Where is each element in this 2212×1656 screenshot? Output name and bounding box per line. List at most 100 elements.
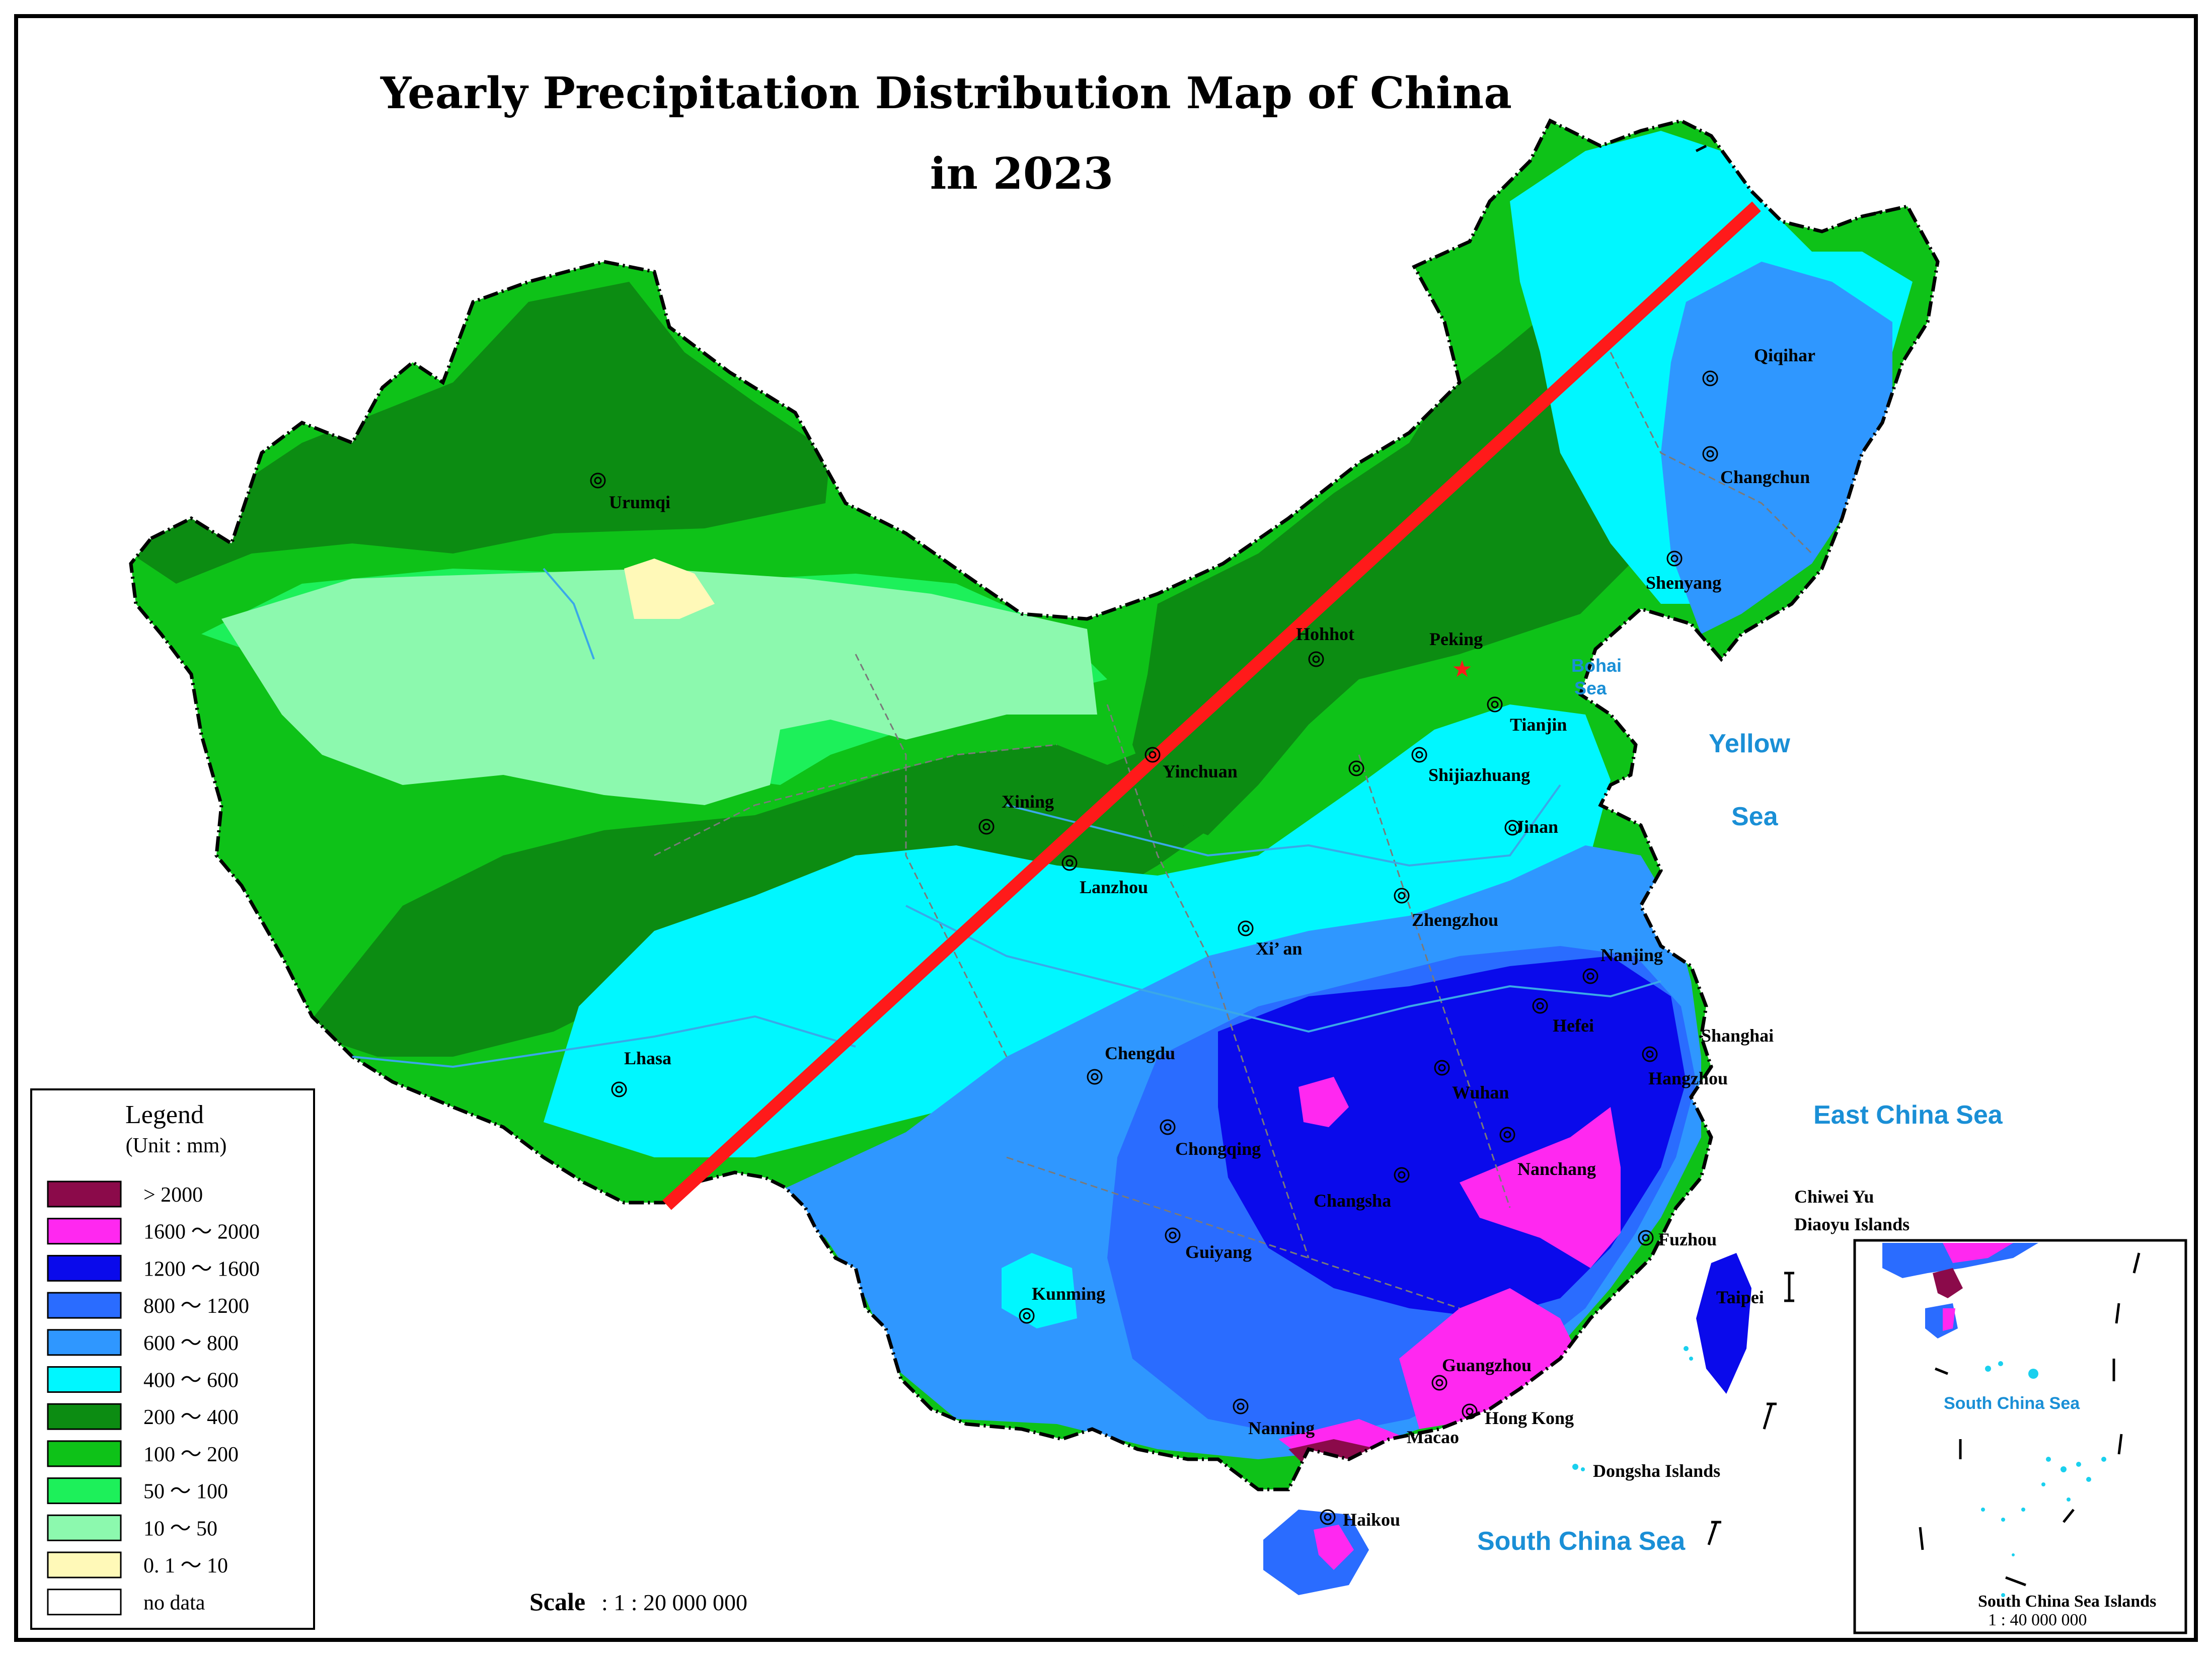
south-china-sea-inset: South China Sea South China Sea Islands … <box>1853 1239 2187 1634</box>
taiwan-island <box>1696 1253 1751 1394</box>
scale-value: : 1 : 20 000 000 <box>601 1590 747 1615</box>
label-chengdu: Chengdu <box>1105 1043 1175 1063</box>
legend-label: 100 ～ 200 <box>143 1443 239 1466</box>
label-changsha: Changsha <box>1314 1191 1391 1211</box>
legend-box <box>30 1088 315 1630</box>
label-nanning: Nanning <box>1248 1418 1315 1438</box>
legend-label: > 2000 <box>143 1184 203 1207</box>
legend-label: 1200 ～ 1600 <box>143 1257 260 1281</box>
legend-label: no data <box>143 1592 205 1615</box>
legend-swatch <box>47 1440 122 1467</box>
label-guangzhou: Guangzhou <box>1442 1355 1532 1375</box>
label-tianjin: Tianjin <box>1510 715 1567 735</box>
label-yellow-sea-1: Yellow <box>1709 729 1790 758</box>
zone-1600-2000-hunan <box>1299 1077 1349 1127</box>
legend-swatch <box>47 1403 122 1430</box>
label-shenyang: Shenyang <box>1646 573 1721 593</box>
legend-title: Legend <box>125 1100 204 1129</box>
scale-label: Scale <box>529 1588 585 1616</box>
legend-swatch <box>47 1329 122 1356</box>
rivers <box>352 568 1661 1068</box>
label-shanghai: Shanghai <box>1701 1026 1774 1046</box>
hainan-peak-zone <box>1314 1525 1354 1570</box>
city-markers <box>590 370 1718 1525</box>
legend-swatch <box>47 1366 122 1393</box>
legend-swatch <box>47 1292 122 1319</box>
label-hongkong: Hong Kong <box>1485 1408 1574 1428</box>
small-islands <box>1572 1346 1693 1471</box>
province-boundaries <box>654 352 1813 1309</box>
legend-label: 0. 1 ～ 10 <box>143 1554 228 1578</box>
label-urumqi: Urumqi <box>609 492 670 512</box>
maritime-boundary-marks <box>1695 144 1883 1545</box>
label-south-china-sea: South China Sea <box>1477 1527 1686 1556</box>
label-nanchang: Nanchang <box>1517 1159 1596 1179</box>
legend-label: 1600 ～ 2000 <box>143 1221 260 1244</box>
label-lanzhou: Lanzhou <box>1080 877 1148 897</box>
label-wuhan: Wuhan <box>1452 1082 1509 1102</box>
legend-swatch <box>47 1180 122 1208</box>
city-labels: Urumqi Lhasa Xining Lanzhou Yinchuan Hoh… <box>609 345 1815 1530</box>
map-title: Yearly Precipitation Distribution Map of… <box>380 68 1512 119</box>
label-east-china-sea: East China Sea <box>1813 1100 2003 1130</box>
label-hangzhou: Hangzhou <box>1648 1068 1728 1088</box>
legend-swatch <box>47 1218 122 1245</box>
label-taipei: Taipei <box>1716 1287 1764 1307</box>
label-shijiazhuang: Shijiazhuang <box>1428 765 1530 785</box>
legend-swatch <box>47 1254 122 1282</box>
label-chongqing: Chongqing <box>1175 1139 1261 1159</box>
label-bohai-2: Sea <box>1574 678 1607 698</box>
inset-sea-label: South China Sea <box>1944 1394 2080 1413</box>
inset-scale: 1 : 40 000 000 <box>1988 1611 2087 1629</box>
zone-200-400-northwest <box>131 282 830 584</box>
label-jinan: Jinan <box>1515 817 1558 837</box>
label-qiqihar: Qiqihar <box>1754 345 1815 365</box>
label-xian: Xi’ an <box>1256 938 1302 959</box>
island-labels: Chiwei Yu Diaoyu Islands Dongsha Islands <box>1593 1187 1910 1481</box>
label-hefei: Hefei <box>1553 1015 1594 1036</box>
label-zhengzhou: Zhengzhou <box>1412 910 1498 930</box>
label-lhasa: Lhasa <box>624 1048 671 1068</box>
label-chiwei-yu: Chiwei Yu <box>1794 1187 1874 1207</box>
label-changchun: Changchun <box>1720 467 1810 487</box>
legend-swatch <box>47 1514 122 1541</box>
hu-line-divider <box>662 201 1761 1210</box>
label-guiyang: Guiyang <box>1185 1242 1252 1262</box>
label-kunming: Kunming <box>1032 1284 1105 1304</box>
zone-1600-2000-jiangxi <box>1460 1107 1621 1268</box>
zone-200-400-plateau <box>302 715 1208 1057</box>
zone-400-600-central <box>544 704 1611 1157</box>
zone-0-10-desert <box>624 559 715 619</box>
zone-600-800-northeast <box>1661 262 1892 634</box>
label-yinchuan: Yinchuan <box>1163 761 1238 781</box>
legend-label: 600 ～ 800 <box>143 1332 239 1355</box>
label-hohhot: Hohhot <box>1296 624 1354 644</box>
legend-swatch <box>47 1477 122 1505</box>
legend: Legend (Unit : mm) > 2000 1600 ～ 2000 1200… <box>30 1088 315 1630</box>
china-border <box>129 118 1940 1491</box>
legend-unit: (Unit : mm) <box>126 1134 227 1157</box>
label-dongsha-islands: Dongsha Islands <box>1593 1461 1720 1481</box>
legend-swatch <box>47 1551 122 1579</box>
label-fuzhou: Fuzhou <box>1658 1229 1717 1249</box>
legend-items: > 2000 1600 ～ 2000 1200 ～ 1600 800 ～ 1200 60… <box>47 1180 260 1616</box>
legend-label: 400 ～ 600 <box>143 1369 239 1392</box>
label-yellow-sea-2: Sea <box>1731 802 1779 831</box>
label-xining: Xining <box>1002 792 1054 812</box>
sea-labels: Bohai Sea Yellow Sea East China Sea Sout… <box>1477 655 2003 1556</box>
legend-swatch <box>47 1589 122 1616</box>
zone-400-600-kunming <box>1002 1253 1077 1328</box>
legend-label: 200 ～ 400 <box>143 1406 239 1429</box>
inset-frame <box>1853 1239 2187 1634</box>
label-haikou: Haikou <box>1343 1510 1400 1530</box>
zone-10-50-tarim <box>221 569 1097 805</box>
legend-label: 800 ～ 1200 <box>143 1295 249 1318</box>
capital-star-icon: ★ <box>1452 656 1472 682</box>
label-diaoyu-islands: Diaoyu Islands <box>1794 1214 1910 1234</box>
legend-label: 10 ～ 50 <box>143 1517 217 1540</box>
map-title-year: in 2023 <box>930 148 1114 199</box>
label-macao: Macao <box>1407 1427 1459 1447</box>
inset-islands-label: South China Sea Islands <box>1978 1592 2156 1611</box>
label-peking: Peking <box>1429 629 1483 649</box>
